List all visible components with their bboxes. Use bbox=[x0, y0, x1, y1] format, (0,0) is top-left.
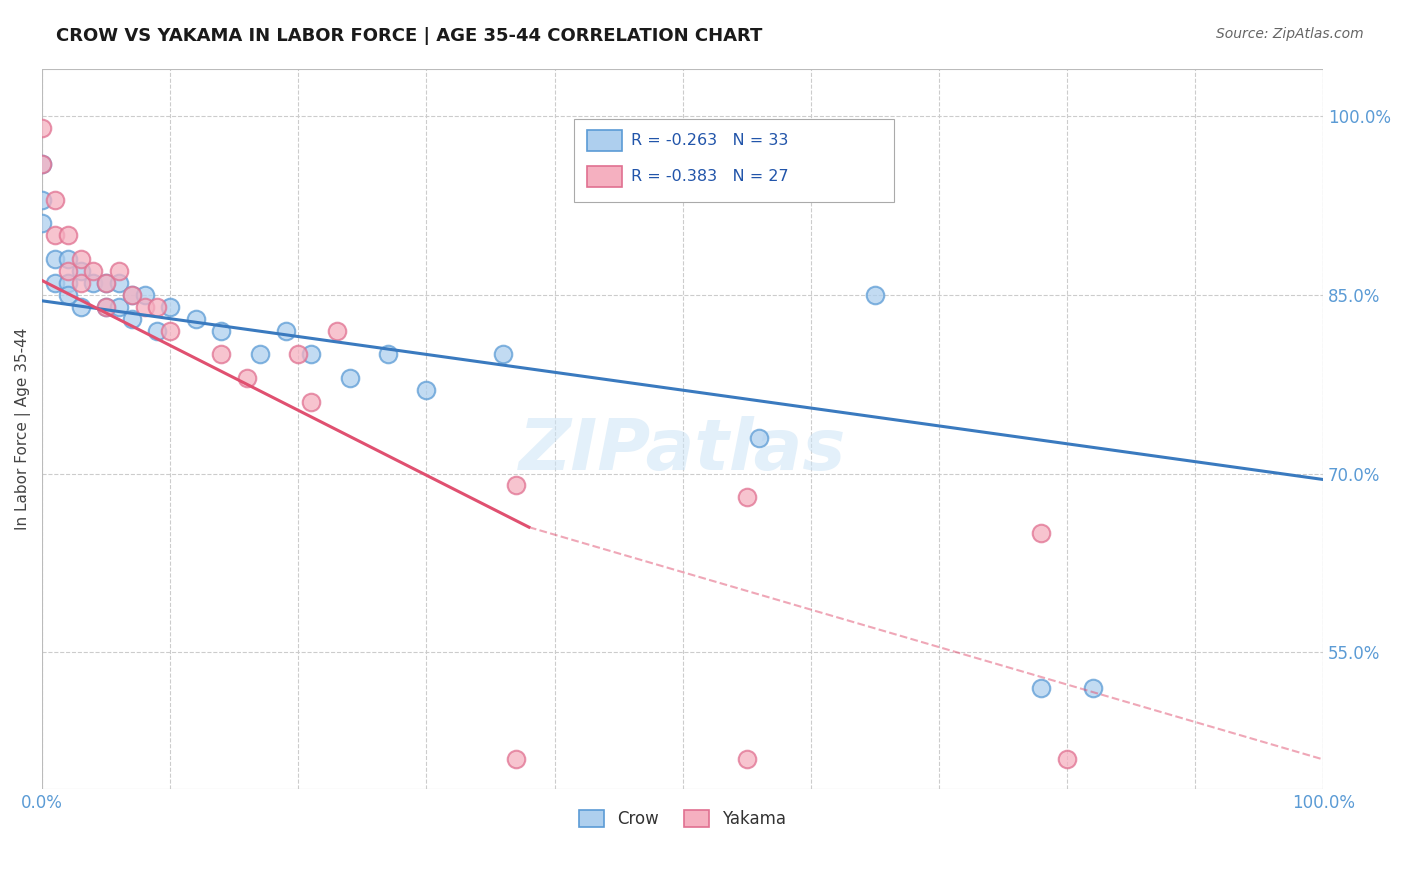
Point bbox=[236, 371, 259, 385]
Point bbox=[44, 276, 66, 290]
Text: CROW VS YAKAMA IN LABOR FORCE | AGE 35-44 CORRELATION CHART: CROW VS YAKAMA IN LABOR FORCE | AGE 35-4… bbox=[56, 27, 762, 45]
Point bbox=[287, 347, 309, 361]
Point bbox=[211, 324, 233, 338]
Point bbox=[56, 228, 79, 243]
FancyBboxPatch shape bbox=[574, 119, 894, 202]
Point bbox=[56, 288, 79, 302]
Point bbox=[31, 157, 53, 171]
Point bbox=[134, 288, 156, 302]
Point bbox=[492, 347, 515, 361]
Point bbox=[863, 288, 886, 302]
Point bbox=[159, 324, 181, 338]
Point bbox=[505, 752, 527, 766]
Y-axis label: In Labor Force | Age 35-44: In Labor Force | Age 35-44 bbox=[15, 327, 31, 530]
Point bbox=[299, 395, 322, 409]
Point bbox=[1056, 752, 1078, 766]
Point bbox=[31, 121, 53, 136]
Point bbox=[56, 264, 79, 278]
Point bbox=[31, 193, 53, 207]
Point bbox=[159, 300, 181, 314]
Point bbox=[56, 276, 79, 290]
Point bbox=[69, 276, 91, 290]
Point bbox=[121, 288, 143, 302]
Point bbox=[82, 276, 104, 290]
Point bbox=[108, 300, 131, 314]
Point bbox=[1031, 681, 1053, 695]
Point bbox=[1031, 526, 1053, 541]
Point bbox=[108, 276, 131, 290]
Point bbox=[96, 300, 118, 314]
Bar bbox=[586, 129, 623, 152]
Point bbox=[69, 252, 91, 266]
Point bbox=[339, 371, 361, 385]
Point bbox=[69, 300, 91, 314]
Point bbox=[748, 431, 770, 445]
Point bbox=[82, 264, 104, 278]
Text: ZIPatlas: ZIPatlas bbox=[519, 416, 846, 485]
Point bbox=[121, 288, 143, 302]
Point bbox=[274, 324, 297, 338]
Point bbox=[31, 157, 53, 171]
Point bbox=[121, 311, 143, 326]
Point bbox=[211, 347, 233, 361]
Point bbox=[326, 324, 349, 338]
Point bbox=[69, 264, 91, 278]
Point bbox=[108, 264, 131, 278]
Point bbox=[96, 276, 118, 290]
Text: R = -0.263   N = 33: R = -0.263 N = 33 bbox=[631, 133, 789, 148]
Point bbox=[505, 478, 527, 492]
Text: Source: ZipAtlas.com: Source: ZipAtlas.com bbox=[1216, 27, 1364, 41]
Point bbox=[44, 228, 66, 243]
Text: R = -0.383   N = 27: R = -0.383 N = 27 bbox=[631, 169, 789, 184]
Bar bbox=[586, 166, 623, 187]
Point bbox=[96, 300, 118, 314]
Point bbox=[299, 347, 322, 361]
Point bbox=[134, 300, 156, 314]
Point bbox=[1081, 681, 1104, 695]
Point bbox=[735, 752, 758, 766]
Point bbox=[377, 347, 399, 361]
Point bbox=[415, 383, 437, 397]
Point bbox=[44, 252, 66, 266]
Point bbox=[44, 193, 66, 207]
Legend: Crow, Yakama: Crow, Yakama bbox=[572, 804, 793, 835]
Point bbox=[146, 324, 169, 338]
Point bbox=[184, 311, 207, 326]
Point bbox=[249, 347, 271, 361]
Point bbox=[735, 491, 758, 505]
Point bbox=[146, 300, 169, 314]
Point bbox=[96, 276, 118, 290]
Point bbox=[56, 252, 79, 266]
Point bbox=[31, 216, 53, 230]
